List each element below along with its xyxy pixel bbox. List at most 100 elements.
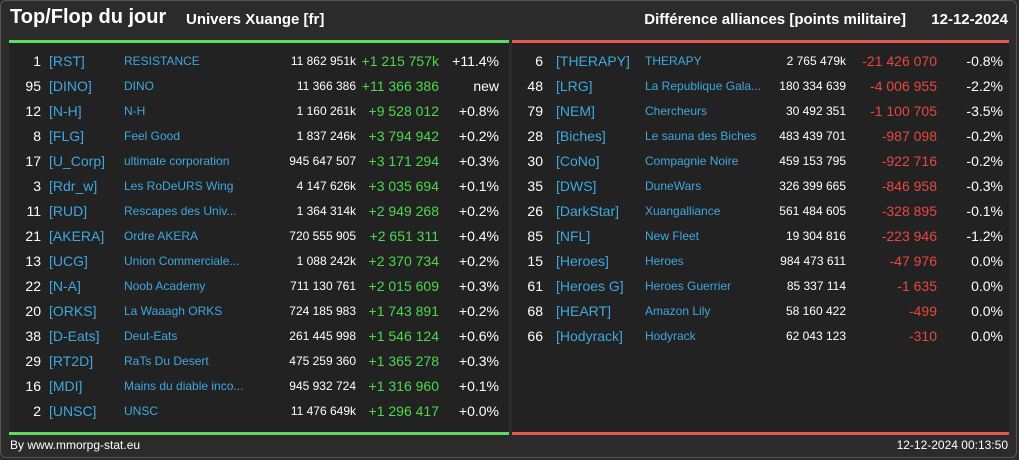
rank-cell: 30 xyxy=(527,153,543,169)
percent-cell: -0.1% xyxy=(966,203,1003,219)
alliance-name[interactable]: Les RoDeURS Wing xyxy=(124,179,234,193)
alliance-tag[interactable]: [NEM] xyxy=(556,103,595,119)
alliance-name[interactable]: Heroes xyxy=(645,254,684,268)
alliance-name[interactable]: Ordre AKERA xyxy=(124,229,199,243)
alliance-tag[interactable]: [THERAPY] xyxy=(556,53,630,69)
alliance-name[interactable]: Hodyrack xyxy=(645,329,696,343)
delta-cell: +1 215 757k xyxy=(361,53,439,69)
percent-cell: +0.0% xyxy=(458,403,499,419)
alliance-tag[interactable]: [RST] xyxy=(49,53,85,69)
alliance-name[interactable]: Mains du diable inco... xyxy=(124,379,244,393)
alliance-name[interactable]: Heroes Guerrier xyxy=(645,279,732,293)
alliance-name[interactable]: UNSC xyxy=(124,404,159,418)
alliance-name[interactable]: RESISTANCE xyxy=(124,54,200,68)
delta-cell: +2 949 268 xyxy=(368,203,439,219)
top-row: 16 [MDI] Mains du diable inco... 945 932 72… xyxy=(9,374,509,399)
alliance-tag[interactable]: [Biches] xyxy=(556,128,606,144)
alliance-tag[interactable]: [LRG] xyxy=(556,78,593,94)
rank-cell: 48 xyxy=(527,78,543,94)
points-cell: 459 153 795 xyxy=(779,154,846,168)
rank-cell: 79 xyxy=(527,103,543,119)
rank-cell: 2 xyxy=(33,403,41,419)
alliance-name[interactable]: Feel Good xyxy=(124,129,181,143)
points-cell: 11 476 649k xyxy=(290,404,356,418)
alliance-tag[interactable]: [UNSC] xyxy=(49,403,97,419)
alliance-tag[interactable]: [Rdr_w] xyxy=(49,178,98,194)
alliance-tag[interactable]: [Heroes] xyxy=(556,253,609,269)
percent-cell: +0.2% xyxy=(458,203,499,219)
alliance-tag[interactable]: [UCG] xyxy=(49,253,88,269)
percent-cell: +0.3% xyxy=(458,153,499,169)
top-row: 2 [UNSC] UNSC 11 476 649k +1 296 417 +0.0% xyxy=(9,399,509,424)
alliance-tag[interactable]: [DarkStar] xyxy=(556,203,620,219)
flop-panel: 6 [THERAPY] THERAPY 2 765 479k -21 426 070 -0… xyxy=(512,40,1009,435)
alliance-name[interactable]: Deut-Eats xyxy=(124,329,178,343)
alliance-name[interactable]: Union Commerciale... xyxy=(124,254,240,268)
top-row: 8 [FLG] Feel Good 1 837 246k +3 794 942 +0.2% xyxy=(9,124,509,149)
alliance-tag[interactable]: [D-Eats] xyxy=(49,328,100,344)
alliance-tag[interactable]: [N-A] xyxy=(49,278,81,294)
flop-row: 79 [NEM] Chercheurs 30 492 351 -1 100 705 -3.… xyxy=(512,99,1009,124)
rank-cell: 13 xyxy=(25,253,41,269)
rank-cell: 16 xyxy=(25,378,41,394)
alliance-tag[interactable]: [Heroes G] xyxy=(556,278,624,294)
percent-cell: -3.5% xyxy=(966,103,1003,119)
top-panel: 1 [RST] RESISTANCE 11 862 951k +1 215 757k +1… xyxy=(9,40,509,435)
delta-cell: +3 035 694 xyxy=(368,178,439,194)
alliance-tag[interactable]: [CoNo] xyxy=(556,153,600,169)
alliance-tag[interactable]: [N-H] xyxy=(49,103,82,119)
alliance-tag[interactable]: [DINO] xyxy=(49,78,92,94)
rank-cell: 8 xyxy=(33,128,41,144)
alliance-name[interactable]: DINO xyxy=(124,79,154,93)
alliance-tag[interactable]: [FLG] xyxy=(49,128,85,144)
alliance-name[interactable]: La Waaagh ORKS xyxy=(124,304,223,318)
alliance-name[interactable]: RaTs Du Desert xyxy=(124,354,209,368)
points-cell: 85 337 114 xyxy=(786,279,846,293)
alliance-tag[interactable]: [Hodyrack] xyxy=(556,328,623,344)
alliance-tag[interactable]: [MDI] xyxy=(49,378,83,394)
alliance-name[interactable]: Le sauna des Biches xyxy=(645,129,757,143)
alliance-name[interactable]: La Republique Gala... xyxy=(645,79,762,93)
alliance-name[interactable]: Amazon Lily xyxy=(645,304,711,318)
alliance-name[interactable]: New Fleet xyxy=(645,229,700,243)
points-cell: 1 160 261k xyxy=(296,104,356,118)
alliance-name[interactable]: ultimate corporation xyxy=(124,154,230,168)
rank-cell: 15 xyxy=(527,253,543,269)
top-row: 29 [RT2D] RaTs Du Desert 475 259 360 +1 365 … xyxy=(9,349,509,374)
delta-cell: -310 xyxy=(908,328,937,344)
points-cell: 261 445 998 xyxy=(289,329,356,343)
alliance-name[interactable]: Chercheurs xyxy=(645,104,708,118)
points-cell: 58 160 422 xyxy=(785,304,846,318)
percent-cell: -0.3% xyxy=(966,178,1003,194)
alliance-tag[interactable]: [RUD] xyxy=(49,203,88,219)
delta-cell: -987 098 xyxy=(881,128,937,144)
alliance-name[interactable]: THERAPY xyxy=(645,54,702,68)
alliance-name[interactable]: Rescapes des Univ... xyxy=(124,204,237,218)
rank-cell: 95 xyxy=(25,78,41,94)
alliance-tag[interactable]: [AKERA] xyxy=(49,228,105,244)
delta-cell: +1 296 417 xyxy=(368,403,439,419)
percent-cell: new xyxy=(473,78,499,94)
delta-cell: -922 716 xyxy=(881,153,937,169)
alliance-tag[interactable]: [DWS] xyxy=(556,178,597,194)
rank-cell: 21 xyxy=(25,228,41,244)
footer-timestamp: 12-12-2024 00:13:50 xyxy=(896,438,1008,452)
flop-row: 48 [LRG] La Republique Gala... 180 334 639 -… xyxy=(512,74,1009,99)
percent-cell: -0.2% xyxy=(966,128,1003,144)
rank-cell: 66 xyxy=(527,328,543,344)
alliance-tag[interactable]: [RT2D] xyxy=(49,353,94,369)
alliance-tag[interactable]: [HEART] xyxy=(556,303,611,319)
alliance-name[interactable]: Compagnie Noire xyxy=(645,154,739,168)
rank-cell: 6 xyxy=(535,53,543,69)
percent-cell: +0.2% xyxy=(458,128,499,144)
alliance-tag[interactable]: [NFL] xyxy=(556,228,591,244)
delta-cell: +1 365 278 xyxy=(368,353,439,369)
alliance-tag[interactable]: [U_Corp] xyxy=(49,153,106,169)
percent-cell: +0.1% xyxy=(458,378,499,394)
alliance-name[interactable]: DuneWars xyxy=(645,179,702,193)
points-cell: 561 484 605 xyxy=(779,204,846,218)
alliance-name[interactable]: N-H xyxy=(124,104,146,118)
alliance-name[interactable]: Noob Academy xyxy=(124,279,206,293)
alliance-name[interactable]: Xuangalliance xyxy=(645,204,721,218)
alliance-tag[interactable]: [ORKS] xyxy=(49,303,97,319)
